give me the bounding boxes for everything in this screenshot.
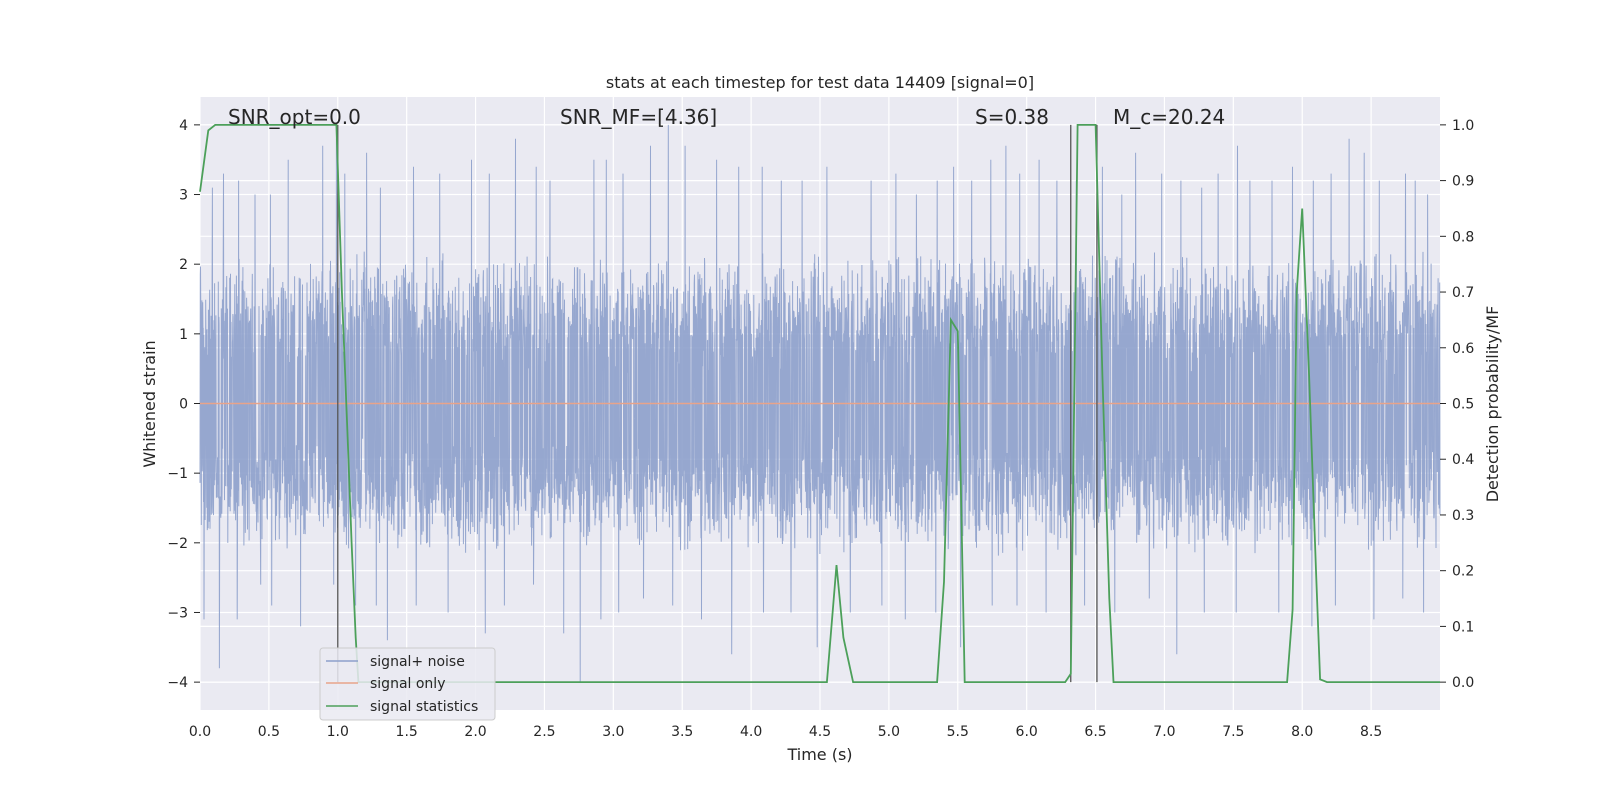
- y-tick-label: 0: [179, 397, 188, 413]
- x-tick-label: 8.5: [1360, 724, 1382, 740]
- legend-label-signal-plus-noise: signal+ noise: [370, 654, 465, 670]
- x-tick-label: 7.0: [1153, 724, 1175, 740]
- y-tick-label: −2: [167, 536, 188, 552]
- x-tick-label: 2.5: [533, 724, 555, 740]
- legend-label-signal-only: signal only: [370, 676, 445, 692]
- y-tick-label: −1: [167, 466, 188, 482]
- x-tick-label: 4.5: [809, 724, 831, 740]
- x-tick-label: 6.0: [1016, 724, 1038, 740]
- series-signal-statistics: [199, 124, 1440, 683]
- x-tick-label: 0.0: [189, 724, 211, 740]
- y2-tick-label: 0.0: [1452, 675, 1474, 691]
- y-tick-label: −3: [167, 605, 188, 621]
- legend-label-signal-statistics: signal statistics: [370, 699, 478, 715]
- y2-axis-ticks: 1.0 0.9 0.8 0.7 0.6 0.5 0.4 0.3 0.2 0.1 0.0: [1440, 118, 1474, 691]
- x-tick-label: 7.5: [1222, 724, 1244, 740]
- y2-tick-label: 0.6: [1452, 341, 1474, 357]
- y2-tick-label: 1.0: [1452, 118, 1474, 134]
- y-tick-label: 2: [179, 257, 188, 273]
- statistics-line: [199, 124, 1440, 683]
- y-tick-label: 3: [179, 188, 188, 204]
- y-tick-label: 1: [179, 327, 188, 343]
- x-tick-label: 3.0: [602, 724, 624, 740]
- y2-tick-label: 0.8: [1452, 229, 1474, 245]
- legend: signal+ noise signal only signal statist…: [319, 647, 496, 721]
- annotation-snr-mf: SNR_MF=[4.36]: [560, 105, 717, 129]
- y-tick-label: 4: [179, 118, 188, 134]
- y2-axis-label: Detection probability/MF: [1483, 306, 1502, 503]
- series-signal-plus-noise: [199, 124, 1441, 683]
- x-tick-label: 0.5: [258, 724, 280, 740]
- x-tick-label: 5.0: [878, 724, 900, 740]
- annotation-s: S=0.38: [975, 105, 1049, 129]
- y-axis-label: Whitened strain: [140, 340, 159, 467]
- x-tick-label: 4.0: [740, 724, 762, 740]
- y2-tick-label: 0.3: [1452, 508, 1474, 524]
- x-tick-label: 5.5: [947, 724, 969, 740]
- x-tick-label: 8.0: [1291, 724, 1313, 740]
- x-axis-ticks: 0.0 0.5 1.0 1.5 2.0 2.5 3.0 3.5 4.0 4.5 5.0 5.5 6.0 6…: [189, 724, 1382, 740]
- annotation-mc: M_c=20.24: [1113, 105, 1225, 129]
- y-tick-label: −4: [167, 675, 188, 691]
- x-axis-label: Time (s): [786, 745, 852, 764]
- x-tick-label: 3.5: [671, 724, 693, 740]
- x-tick-label: 6.5: [1084, 724, 1106, 740]
- y2-tick-label: 0.1: [1452, 619, 1474, 635]
- x-tick-label: 1.5: [396, 724, 418, 740]
- y2-tick-label: 0.7: [1452, 285, 1474, 301]
- legend-box: [319, 647, 496, 721]
- x-tick-label: 1.0: [327, 724, 349, 740]
- x-tick-label: 2.0: [464, 724, 486, 740]
- y2-tick-label: 0.4: [1452, 452, 1474, 468]
- y2-tick-label: 0.5: [1452, 397, 1474, 413]
- y2-tick-label: 0.9: [1452, 174, 1474, 190]
- y-axis-ticks: 4 3 2 1 0 −1 −2 −3 −4: [167, 118, 200, 691]
- chart-title: stats at each timestep for test data 144…: [606, 73, 1034, 92]
- annotation-snr-opt: SNR_opt=0.0: [228, 105, 361, 129]
- y2-tick-label: 0.2: [1452, 564, 1474, 580]
- noise-trace: [199, 124, 1441, 683]
- vertical-markers: [337, 124, 1098, 683]
